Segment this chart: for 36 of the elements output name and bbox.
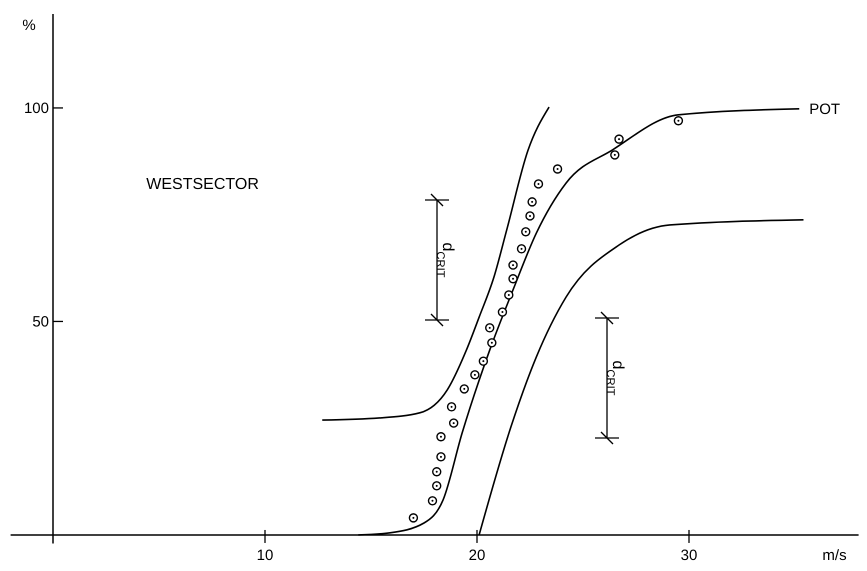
series-label: POT (809, 100, 840, 118)
point (408, 513, 418, 523)
y-tick-label: 100 (24, 100, 49, 117)
point (674, 116, 684, 126)
point (552, 164, 562, 174)
line-series (321, 106, 550, 421)
point (487, 338, 497, 348)
x-tick-label: 20 (468, 546, 486, 564)
point (436, 432, 446, 442)
x-tick-label: 10 (256, 546, 274, 564)
point (428, 496, 438, 506)
point (446, 402, 456, 412)
point (485, 323, 494, 333)
point (478, 356, 488, 366)
point (432, 467, 442, 476)
point (504, 290, 514, 300)
point (460, 384, 469, 394)
point (432, 481, 442, 491)
annotation: WESTSECTOR (146, 176, 259, 194)
point (527, 197, 537, 207)
point (521, 227, 530, 236)
point (534, 179, 544, 189)
point (508, 274, 518, 284)
x-tick-label: 30 (680, 546, 698, 564)
y-axis-title: % (22, 17, 36, 34)
point (516, 244, 526, 254)
point (470, 370, 480, 380)
point (614, 134, 624, 144)
point (498, 307, 508, 317)
point (610, 150, 620, 160)
point (525, 211, 535, 221)
y-tick-label: 50 (32, 313, 49, 330)
point (448, 418, 458, 428)
x-axis-title: m/s (822, 546, 847, 564)
point (508, 260, 518, 270)
point (436, 452, 446, 462)
